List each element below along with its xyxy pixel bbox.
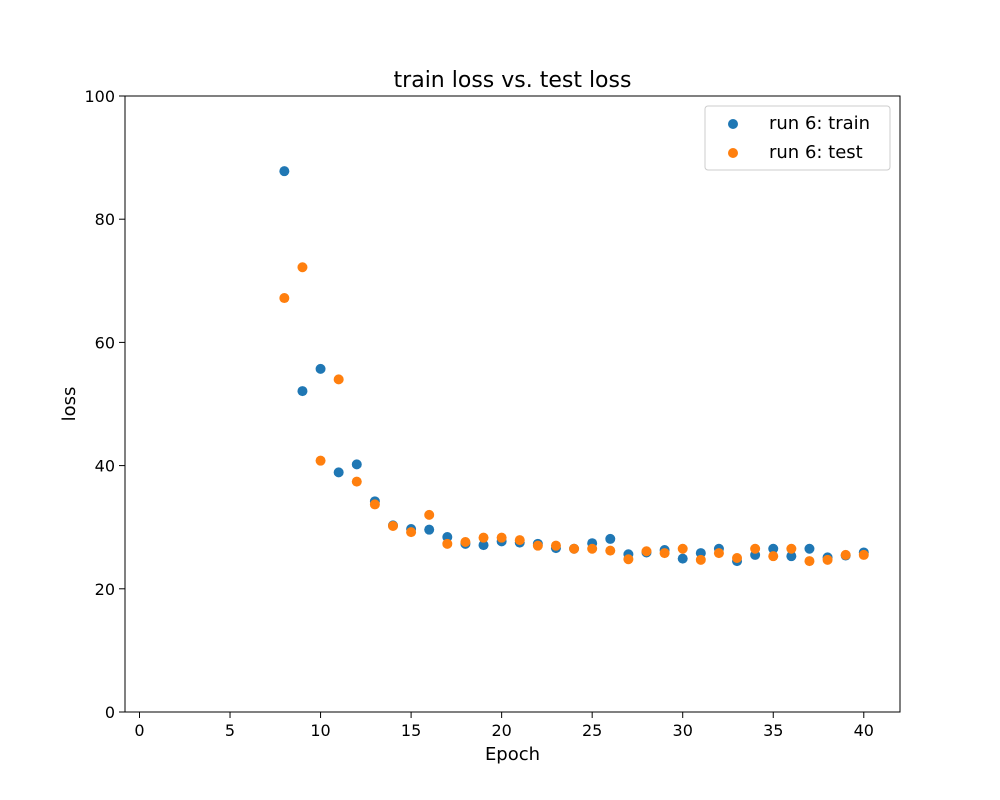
y-tick-label: 20 [95, 580, 115, 599]
data-point-test [279, 293, 290, 304]
data-point-test [641, 546, 652, 557]
data-point-test [858, 549, 869, 560]
data-point-test [369, 499, 380, 510]
x-tick-label: 15 [401, 721, 421, 740]
data-point-test [442, 538, 453, 549]
data-point-test [587, 543, 598, 554]
data-point-test [406, 527, 417, 538]
data-point-train [804, 543, 815, 554]
legend: run 6: train run 6: test [704, 105, 891, 171]
data-point-test [460, 536, 471, 547]
data-point-test [695, 554, 706, 565]
data-point-test [424, 509, 435, 520]
y-tick-label: 0 [105, 703, 115, 722]
data-point-test [677, 543, 688, 554]
plot-points [279, 166, 869, 567]
data-point-train [786, 551, 797, 562]
y-tick-label: 80 [95, 210, 115, 229]
data-point-test [840, 549, 851, 560]
chart-title: train loss vs. test loss [394, 68, 632, 93]
legend-marker-test [728, 148, 738, 158]
data-point-test [786, 543, 797, 554]
data-point-test [822, 554, 833, 565]
data-point-train [297, 386, 308, 397]
x-tick-label: 35 [763, 721, 783, 740]
x-tick-label: 0 [134, 721, 144, 740]
data-point-train [333, 467, 344, 478]
y-tick-label: 100 [84, 87, 115, 106]
x-tick-label: 40 [854, 721, 874, 740]
data-point-test [713, 548, 724, 559]
legend-marker-train [728, 119, 738, 129]
data-point-train [478, 540, 489, 551]
data-point-test [550, 540, 561, 551]
x-axis: 0 5 10 15 20 25 30 35 40 [134, 712, 874, 740]
data-point-test [351, 476, 362, 487]
data-point-test [496, 532, 507, 543]
data-point-test [315, 455, 326, 466]
legend-label-train: run 6: train [769, 113, 870, 134]
data-point-test [569, 543, 580, 554]
data-point-test [623, 554, 634, 565]
x-tick-label: 20 [491, 721, 511, 740]
data-point-test [750, 543, 761, 554]
data-point-test [387, 520, 398, 531]
data-point-train [677, 553, 688, 564]
data-point-test [605, 545, 616, 556]
y-axis-label: loss [59, 387, 80, 422]
data-point-test [804, 556, 815, 567]
legend-frame [704, 105, 891, 171]
data-point-test [333, 374, 344, 385]
data-point-test [732, 553, 743, 563]
x-tick-label: 30 [673, 721, 693, 740]
legend-label-test: run 6: test [769, 142, 863, 163]
data-point-train [279, 166, 290, 177]
data-point-train [768, 543, 779, 554]
plot-frame [124, 95, 901, 713]
data-point-train [351, 459, 362, 470]
x-tick-label: 5 [225, 721, 235, 740]
data-point-test [514, 535, 525, 546]
y-tick-label: 40 [95, 457, 115, 476]
y-axis: 0 20 40 60 80 100 [84, 87, 125, 722]
x-tick-label: 25 [582, 721, 602, 740]
data-point-test [297, 262, 308, 273]
data-point-train [315, 363, 326, 374]
x-axis-label: Epoch [485, 744, 540, 765]
data-point-test [532, 540, 543, 551]
data-point-test [659, 548, 670, 559]
x-tick-label: 10 [310, 721, 330, 740]
data-point-test [768, 551, 779, 562]
data-point-test [478, 532, 489, 543]
data-point-train [424, 524, 435, 535]
y-tick-label: 60 [95, 333, 115, 352]
data-point-train [605, 533, 616, 544]
